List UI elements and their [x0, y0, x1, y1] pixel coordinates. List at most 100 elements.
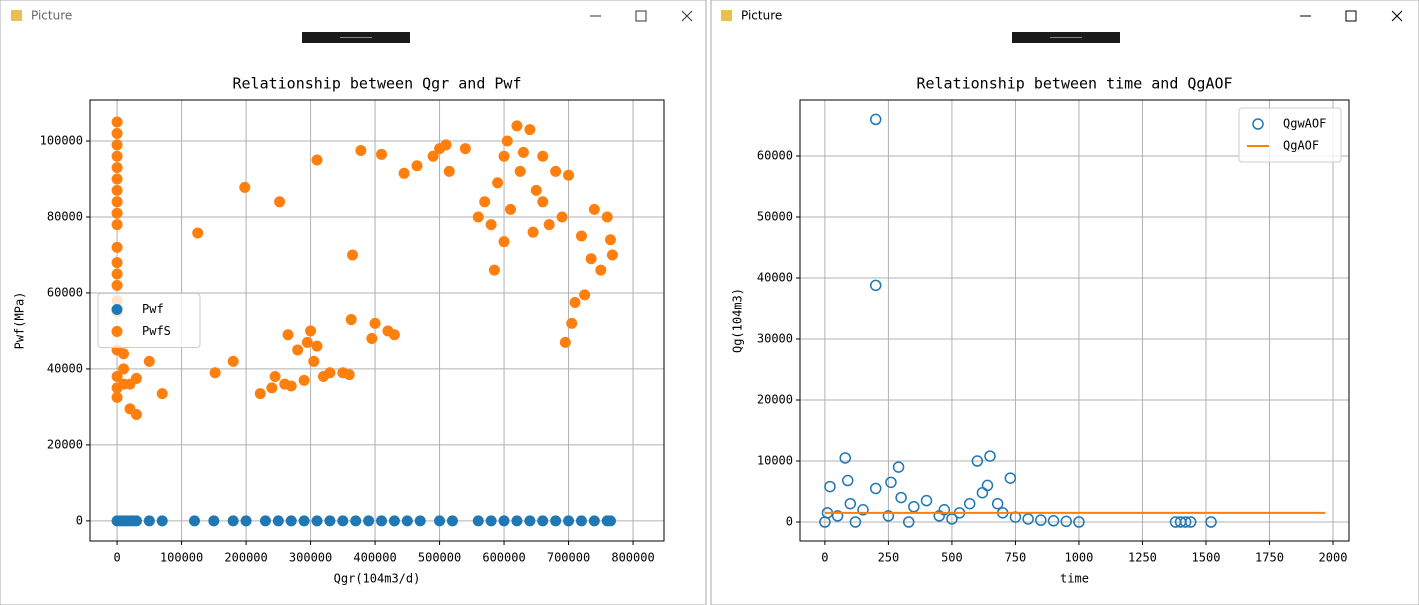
point — [111, 196, 123, 208]
y-tick-label: 10000 — [757, 453, 793, 467]
point — [259, 515, 271, 527]
point — [588, 515, 600, 527]
point — [559, 336, 571, 348]
point — [401, 515, 413, 527]
point — [118, 363, 130, 375]
point — [472, 211, 484, 223]
point — [537, 150, 549, 162]
point — [285, 380, 297, 392]
point — [524, 124, 536, 136]
point — [857, 504, 869, 516]
point — [485, 515, 497, 527]
point — [111, 150, 123, 162]
point — [311, 340, 323, 352]
point — [311, 515, 323, 527]
legend: QgwAOF QgAOF — [1238, 107, 1342, 163]
legend-label: QgwAOF — [1283, 117, 1326, 131]
point — [517, 146, 529, 158]
point — [269, 371, 281, 383]
point — [298, 515, 310, 527]
point — [208, 515, 220, 527]
x-tick-label: 700000 — [547, 551, 590, 565]
point — [111, 207, 123, 219]
x-tick-label: 1750 — [1255, 551, 1284, 565]
y-axis-label: Qg(104m3) — [731, 288, 745, 353]
point — [111, 184, 123, 196]
point — [285, 515, 297, 527]
legend-swatch — [111, 326, 123, 337]
point — [839, 452, 851, 464]
maximize-button[interactable] — [1345, 10, 1357, 22]
app-icon — [11, 10, 22, 21]
point — [376, 148, 388, 160]
axes-frame — [799, 99, 1350, 542]
x-tick-label: 400000 — [353, 551, 396, 565]
legend-label: QgAOF — [1283, 139, 1319, 153]
point — [824, 480, 836, 493]
legend: Pwf PwfS — [97, 293, 201, 348]
point — [1047, 515, 1060, 527]
point — [842, 474, 854, 487]
point — [1184, 516, 1197, 528]
point — [111, 162, 123, 174]
window-title: Picture — [31, 9, 72, 23]
point — [254, 388, 266, 400]
legend-box — [1238, 107, 1342, 163]
point — [479, 196, 491, 208]
legend-swatch — [111, 304, 123, 315]
point — [537, 196, 549, 208]
point — [388, 515, 400, 527]
point — [345, 314, 357, 326]
point — [305, 325, 317, 337]
point — [1022, 513, 1034, 525]
point — [440, 139, 452, 151]
point — [606, 249, 618, 261]
close-button[interactable] — [681, 10, 693, 22]
point — [156, 515, 168, 527]
point — [511, 515, 523, 527]
point — [324, 367, 336, 379]
y-axis-label: Pwf(MPa) — [13, 292, 27, 350]
point — [563, 515, 575, 527]
point — [311, 154, 323, 166]
point — [511, 120, 523, 132]
point — [869, 279, 882, 292]
point — [188, 515, 200, 527]
y-tick-label: 50000 — [757, 209, 793, 223]
point — [981, 479, 994, 492]
point — [1179, 516, 1192, 528]
point — [301, 336, 313, 348]
point — [324, 515, 336, 527]
point — [882, 510, 895, 522]
x-tick-label: 1250 — [1128, 551, 1157, 565]
y-tick-label: 60000 — [757, 148, 793, 162]
point — [434, 515, 446, 527]
point — [274, 196, 286, 208]
maximize-button[interactable] — [635, 10, 647, 22]
point — [569, 296, 581, 308]
point — [111, 279, 123, 291]
point — [376, 515, 388, 527]
point — [111, 391, 123, 403]
chart-title: Relationship between time and QgAOF — [916, 75, 1232, 93]
point — [398, 167, 410, 179]
point — [209, 367, 221, 379]
point — [388, 329, 400, 341]
x-tick-label: 1000 — [1064, 551, 1093, 565]
close-button[interactable] — [1391, 10, 1403, 22]
point — [1060, 515, 1072, 528]
point — [543, 219, 555, 231]
point — [282, 329, 294, 341]
point — [1035, 514, 1047, 526]
point — [566, 317, 578, 329]
point — [227, 515, 239, 527]
point — [492, 177, 504, 189]
point — [192, 227, 204, 239]
point — [485, 219, 497, 231]
point — [143, 355, 155, 367]
y-tick-label: 30000 — [757, 331, 793, 345]
point — [501, 135, 513, 147]
point — [885, 476, 897, 489]
point — [308, 355, 320, 367]
window-title: Picture — [741, 9, 782, 23]
